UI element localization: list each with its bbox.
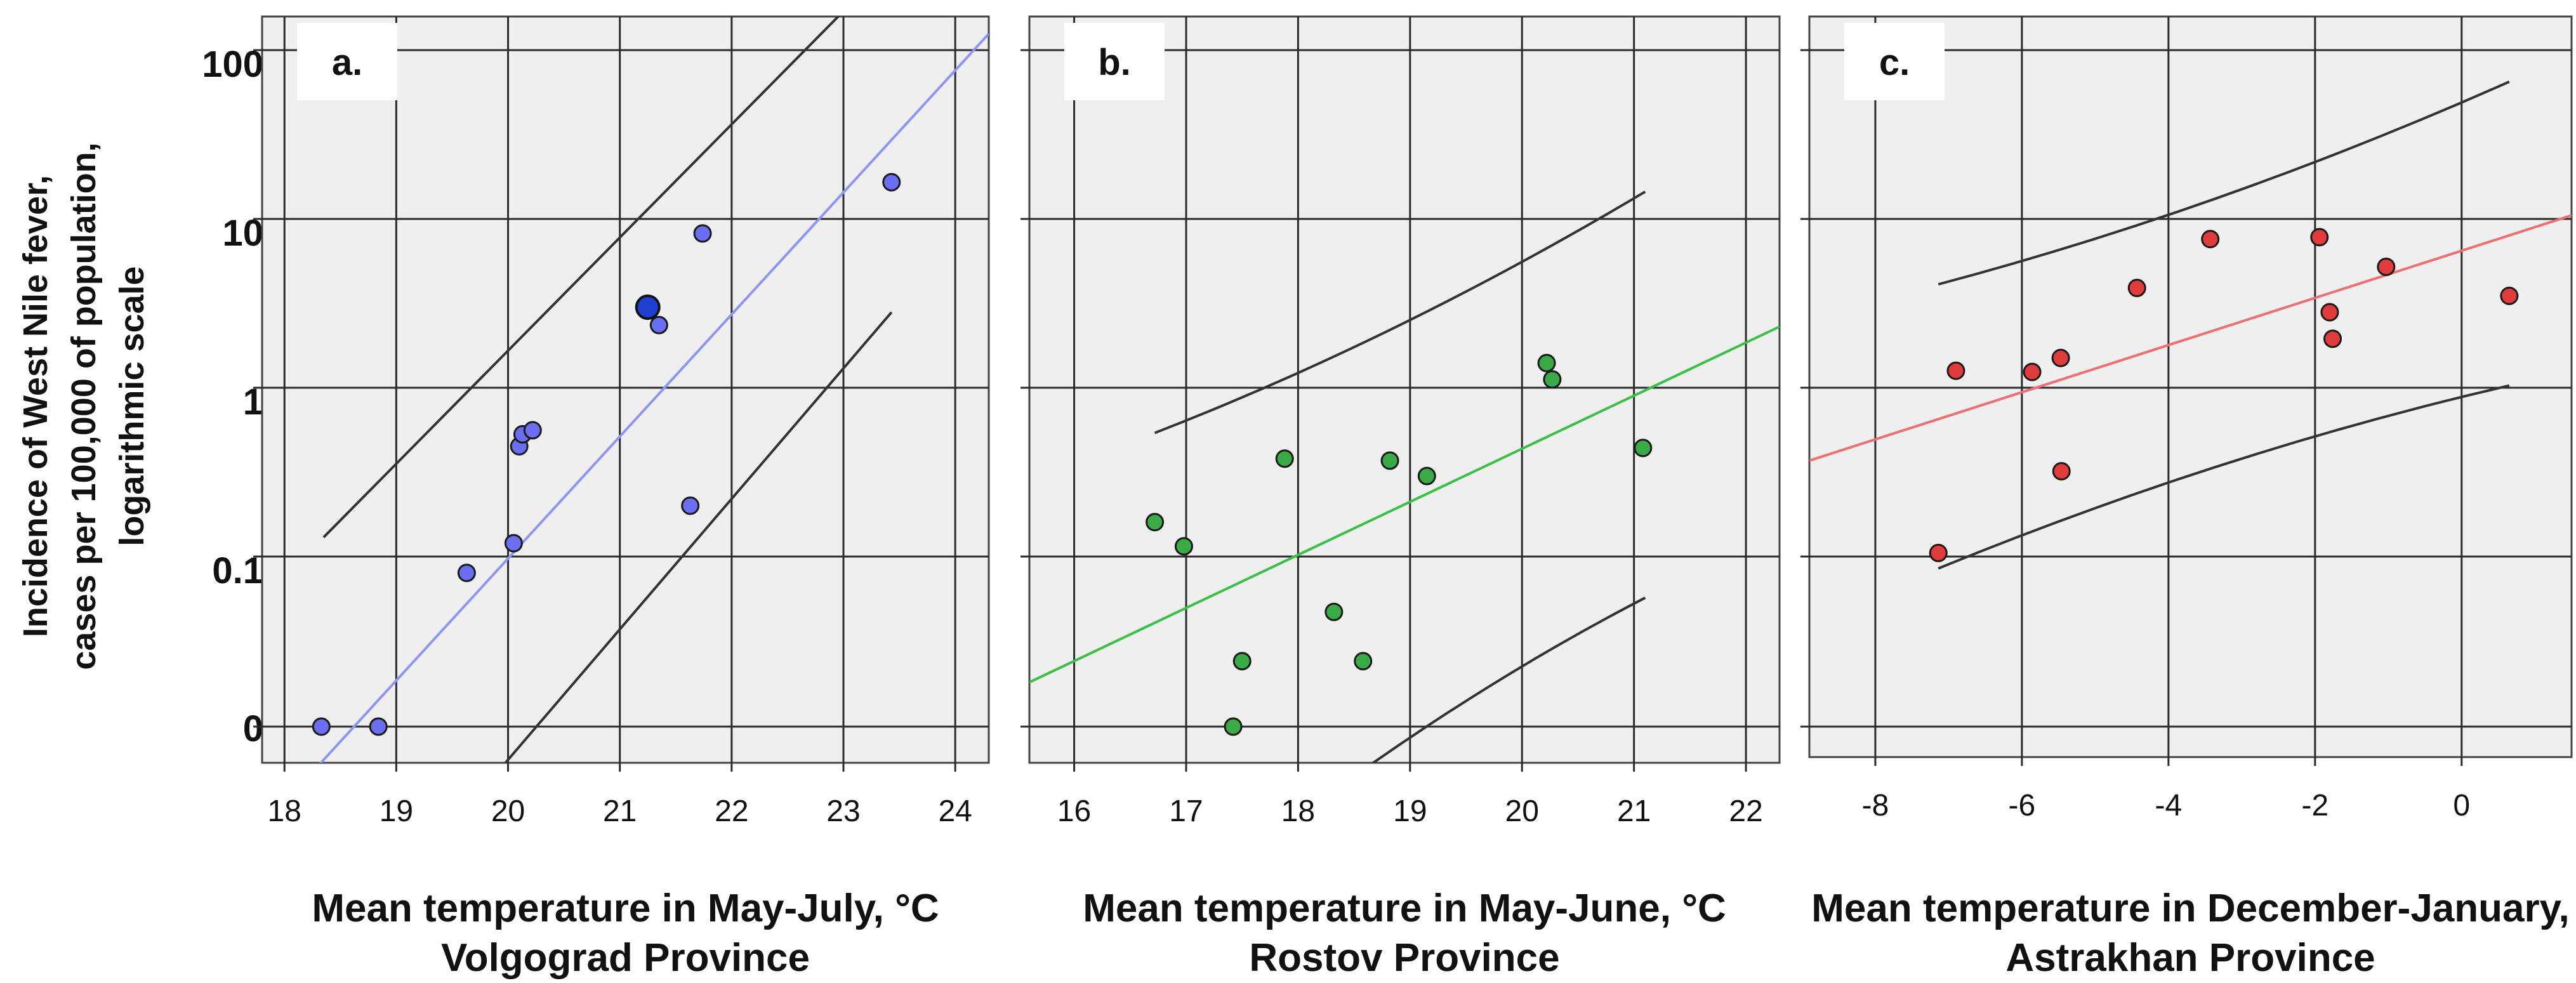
y-axis-title: Incidence of West Nile fever, cases per … xyxy=(17,142,151,670)
panel-letter-box xyxy=(1064,23,1165,100)
data-point xyxy=(1537,353,1556,373)
y-tick-label: 0 xyxy=(243,708,263,749)
data-point xyxy=(2377,258,2396,277)
x-tick-label: 0 xyxy=(2453,789,2470,822)
x-tick-label: 21 xyxy=(1617,795,1651,828)
data-point xyxy=(649,315,668,334)
x-tick-label: 20 xyxy=(491,795,525,828)
x-tick-label: 19 xyxy=(380,795,413,828)
x-tick-label: 23 xyxy=(826,795,860,828)
data-point xyxy=(1380,451,1399,470)
plot-area xyxy=(1028,15,1781,764)
chart-panel-3: -8 -6 -4 -2 0 c. Mean temperature in December-… xyxy=(1800,15,2573,980)
confidence-band-upper xyxy=(322,16,840,539)
x-axis-title-line-1: Mean temperature in May-July, °C xyxy=(312,887,939,930)
confidence-band-lower xyxy=(1371,597,1646,763)
data-point xyxy=(2127,279,2146,298)
x-axis-title-line-2: Astrakhan Province xyxy=(2005,936,2375,980)
regression-line xyxy=(1809,214,2572,462)
data-point xyxy=(2310,228,2329,247)
y-axis-title-line-2: cases per 100,000 of population, xyxy=(65,142,103,670)
y-axis-title-line-3: logarithmic scale xyxy=(113,266,151,546)
data-point xyxy=(2023,362,2042,381)
data-point xyxy=(2201,230,2220,249)
y-axis-ticks: 100 10 1 0.1 0 xyxy=(202,44,263,749)
confidence-band-lower xyxy=(503,311,893,763)
x-tick-label: 24 xyxy=(938,795,972,828)
data-point xyxy=(312,717,331,736)
chart-panel-1: 18 19 20 21 22 23 24 a. Mean temperature in May-… xyxy=(253,15,990,980)
data-point xyxy=(369,717,388,736)
x-axis-title-line-1: Mean temperature in May-June, °C xyxy=(1083,887,1726,930)
x-tick-label: 22 xyxy=(1729,795,1762,828)
x-tick-label: 16 xyxy=(1057,795,1091,828)
highlighted-data-point xyxy=(635,294,661,320)
x-tick-label: 20 xyxy=(1505,795,1539,828)
plot-area xyxy=(261,15,990,764)
data-point xyxy=(1224,717,1243,736)
data-point xyxy=(1324,602,1344,621)
chart-panel-2: 16 17 18 19 20 21 22 b. Mean temperature in May-… xyxy=(1020,15,1781,980)
data-point xyxy=(1946,361,1965,380)
x-tick-label: 21 xyxy=(603,795,637,828)
data-point xyxy=(457,564,476,583)
data-point xyxy=(1232,652,1252,671)
data-point xyxy=(693,224,712,243)
data-point xyxy=(2323,329,2342,348)
data-point xyxy=(882,173,901,192)
x-tick-label: -6 xyxy=(2009,789,2036,822)
data-point xyxy=(1417,466,1436,485)
panel-letter-box xyxy=(1844,23,1945,100)
x-tick-label: -2 xyxy=(2301,789,2328,822)
data-point xyxy=(1174,537,1193,556)
x-axis-title-line-2: Volgograd Province xyxy=(441,936,810,980)
data-point xyxy=(2320,303,2339,322)
data-point xyxy=(1275,449,1294,468)
x-tick-label: 17 xyxy=(1169,795,1203,828)
panel-letter: b. xyxy=(1098,42,1131,83)
data-point xyxy=(1929,543,1948,562)
data-point xyxy=(523,421,542,440)
confidence-band-upper xyxy=(1154,190,1646,435)
confidence-band-lower xyxy=(1938,384,2510,570)
regression-line xyxy=(319,32,989,763)
x-tick-label: 19 xyxy=(1393,795,1427,828)
y-tick-label: 100 xyxy=(202,44,263,85)
x-tick-label: -8 xyxy=(1862,789,1889,822)
data-point xyxy=(1543,370,1562,389)
x-tick-label: 22 xyxy=(715,795,748,828)
data-point xyxy=(1354,652,1373,671)
panel-letter: a. xyxy=(332,42,362,83)
data-point xyxy=(2500,286,2519,305)
x-axis-title-line-1: Mean temperature in December-January, xyxy=(1811,887,2570,930)
data-point xyxy=(1146,513,1165,532)
regression-line xyxy=(1029,325,1780,683)
panel-letter-box xyxy=(297,23,397,100)
data-point xyxy=(1634,439,1653,458)
confidence-band-upper xyxy=(1938,80,2510,286)
data-point xyxy=(2052,462,2071,481)
data-point xyxy=(681,496,700,515)
y-axis-title-line-1: Incidence of West Nile fever, xyxy=(17,175,55,637)
x-tick-label: 18 xyxy=(268,795,301,828)
panel-letter: c. xyxy=(1879,42,1910,83)
data-point xyxy=(2051,348,2070,367)
x-tick-label: 18 xyxy=(1281,795,1315,828)
x-tick-label: -4 xyxy=(2155,789,2183,822)
data-point xyxy=(504,534,523,553)
x-axis-title-line-2: Rostov Province xyxy=(1249,936,1559,980)
